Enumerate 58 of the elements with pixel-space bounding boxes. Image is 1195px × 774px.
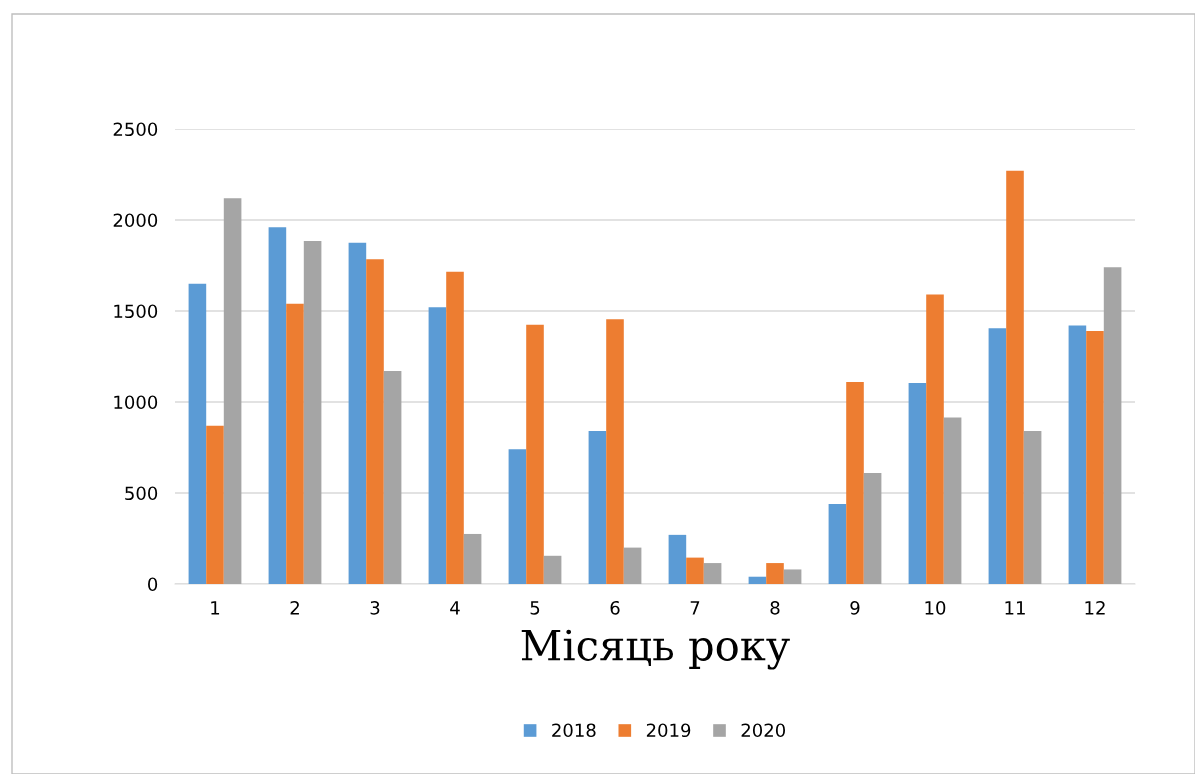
bar bbox=[1023, 431, 1042, 584]
bar bbox=[1006, 170, 1024, 584]
bar bbox=[348, 242, 367, 584]
bar bbox=[1086, 331, 1104, 584]
bar bbox=[988, 328, 1007, 584]
bar bbox=[828, 503, 847, 584]
bar bbox=[206, 425, 224, 584]
bar bbox=[366, 259, 384, 584]
bar bbox=[526, 324, 544, 584]
legend-label: 2020 bbox=[741, 723, 786, 738]
y-tick-label: 1500 bbox=[114, 304, 158, 319]
bar bbox=[268, 227, 287, 584]
bar bbox=[383, 371, 402, 584]
x-tick-label: 3 bbox=[370, 600, 380, 615]
x-tick-label: 12 bbox=[1085, 600, 1105, 615]
bar bbox=[606, 319, 624, 584]
x-tick-label: 7 bbox=[690, 601, 700, 615]
bar bbox=[926, 294, 944, 584]
bar bbox=[588, 431, 607, 584]
y-tick-label: 500 bbox=[125, 486, 158, 501]
bar bbox=[1068, 325, 1087, 584]
bar bbox=[668, 534, 687, 584]
bar bbox=[188, 283, 207, 584]
bar bbox=[428, 307, 447, 584]
x-tick-label: 8 bbox=[770, 600, 780, 615]
x-tick-label: 9 bbox=[850, 600, 860, 615]
bar bbox=[703, 563, 722, 584]
bar bbox=[766, 563, 784, 584]
bar bbox=[543, 555, 562, 584]
bar bbox=[686, 557, 704, 584]
bar bbox=[508, 449, 527, 584]
bar bbox=[943, 417, 962, 584]
x-tick-label: 11 bbox=[1005, 601, 1025, 615]
x-tick-label: 6 bbox=[610, 600, 620, 615]
x-tick-label: 2 bbox=[290, 600, 299, 615]
bar bbox=[303, 240, 322, 584]
bar bbox=[1103, 267, 1122, 584]
y-tick-label: 2000 bbox=[113, 213, 158, 228]
bar bbox=[286, 303, 304, 584]
legend-label: 2019 bbox=[646, 723, 691, 738]
legend-label: 2018 bbox=[552, 723, 596, 738]
bar bbox=[446, 271, 464, 584]
y-tick-label: 2500 bbox=[113, 122, 158, 137]
bar bbox=[863, 472, 882, 584]
bar bbox=[623, 547, 642, 584]
bar bbox=[783, 569, 802, 584]
x-tick-label: 1 bbox=[211, 601, 220, 615]
x-axis-title: Місяць року bbox=[521, 629, 790, 670]
x-tick-label: 4 bbox=[450, 601, 460, 615]
bar bbox=[748, 576, 767, 584]
x-tick-label: 5 bbox=[530, 601, 540, 615]
bar bbox=[846, 381, 864, 584]
bar bbox=[223, 198, 242, 584]
y-tick-label: 1000 bbox=[114, 395, 158, 410]
bar bbox=[908, 382, 927, 584]
bar bbox=[463, 533, 482, 584]
x-tick-label: 10 bbox=[925, 600, 946, 615]
y-tick-label: 0 bbox=[148, 577, 158, 592]
